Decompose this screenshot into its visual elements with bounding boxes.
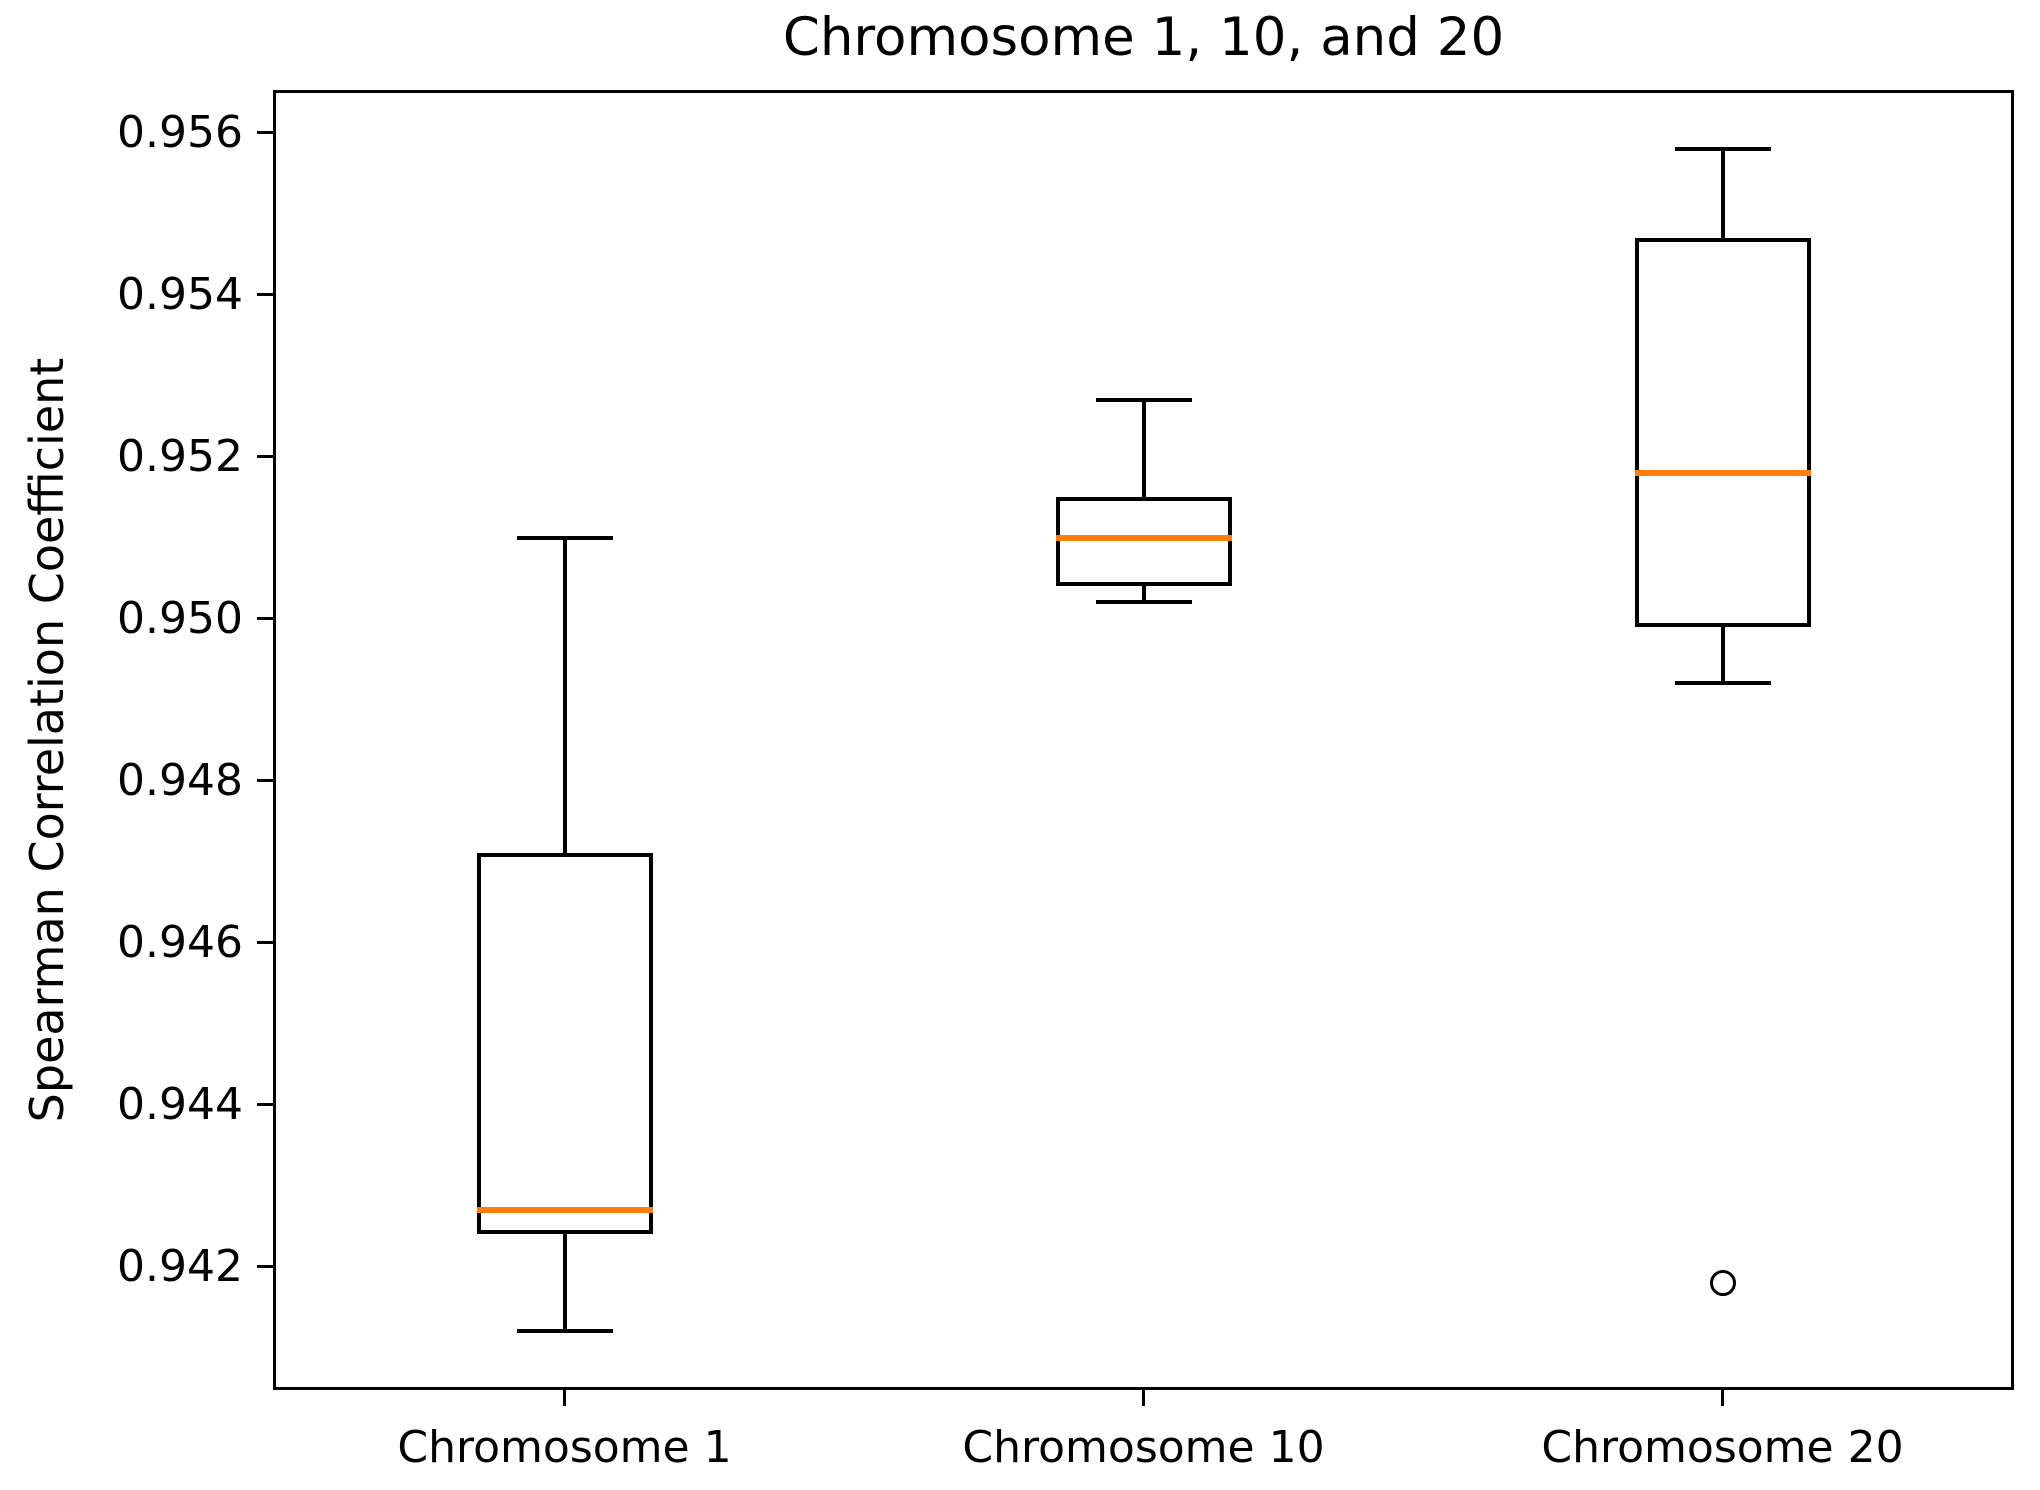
box-chromosome-10-median-line [1055,534,1232,541]
box-chromosome-1-upper-whisker [562,537,567,854]
y-axis-tick [257,293,275,296]
x-axis-tick [563,1388,566,1406]
x-axis-tick [1142,1388,1145,1406]
y-axis-tick-label: 0.944 [117,1078,243,1130]
y-axis-tick-label: 0.948 [117,754,243,806]
y-axis-tick-label: 0.946 [117,916,243,968]
box-chromosome-1-upper-cap [516,535,613,540]
y-axis-tick-label: 0.952 [117,430,243,482]
y-axis-tick [257,779,275,782]
y-axis-tick [257,617,275,620]
y-axis-tick-label: 0.954 [117,268,243,320]
box-chromosome-20-upper-whisker [1720,148,1725,238]
x-axis-tick-label: Chromosome 20 [1541,1422,1904,1473]
box-chromosome-1-iqr-box [476,853,653,1235]
x-axis-tick-label: Chromosome 1 [397,1422,732,1473]
box-chromosome-10-lower-cap [1095,600,1192,605]
x-axis-tick [1721,1388,1724,1406]
box-chromosome-20-iqr-box [1634,237,1811,627]
box-chromosome-1-lower-whisker [562,1234,567,1332]
y-axis-tick-label: 0.942 [117,1240,243,1292]
y-axis-tick [257,1103,275,1106]
box-chromosome-20-median-line [1634,469,1811,476]
box-chromosome-20-lower-cap [1674,681,1771,686]
y-axis-tick [257,131,275,134]
y-axis-tick [257,455,275,458]
chart-title: Chromosome 1, 10, and 20 [782,7,1505,68]
box-chromosome-1-median-line [476,1206,653,1213]
box-chromosome-20-upper-cap [1674,146,1771,151]
y-axis-tick-label: 0.950 [117,592,243,644]
y-axis-tick [257,1265,275,1268]
box-chromosome-1-lower-cap [516,1329,613,1334]
y-axis-tick-label: 0.956 [117,106,243,158]
box-chromosome-10-upper-cap [1095,397,1192,402]
box-chromosome-20-lower-whisker [1720,626,1725,684]
box-chromosome-10-lower-whisker [1141,586,1146,603]
box-chromosome-10-iqr-box [1055,497,1232,587]
box-chromosome-20-outlier-point [1709,1269,1736,1296]
x-axis-tick-label: Chromosome 10 [962,1422,1325,1473]
y-axis-tick [257,941,275,944]
box-chromosome-10-upper-whisker [1141,399,1146,497]
